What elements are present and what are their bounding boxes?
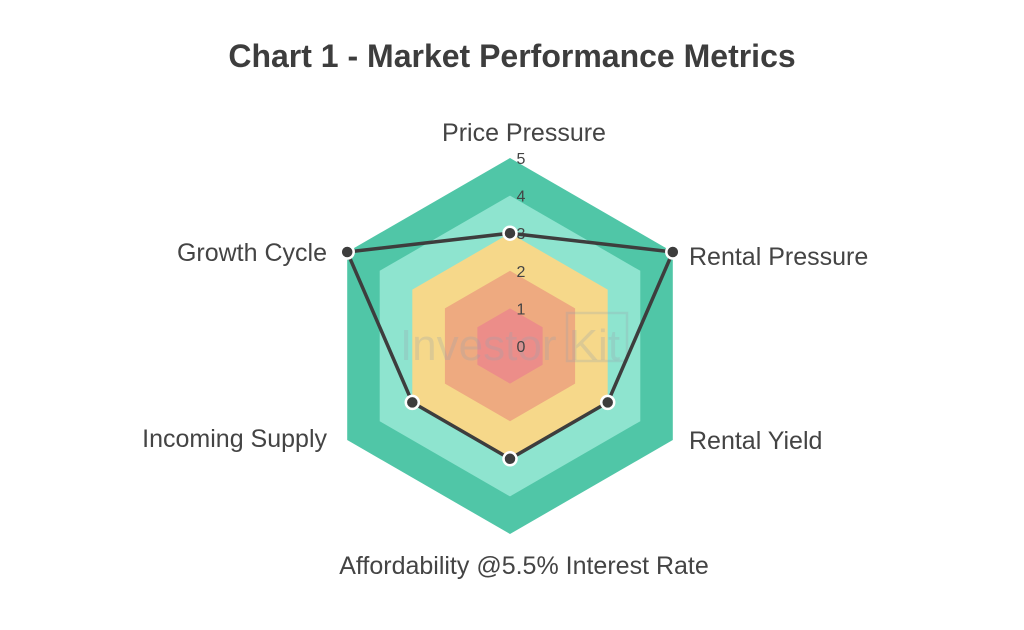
- axis-label: Rental Pressure: [689, 243, 868, 271]
- axis-label: Rental Yield: [689, 427, 822, 455]
- tick-label: 1: [517, 301, 526, 318]
- tick-label: 4: [517, 189, 526, 206]
- watermark-text: Investor Kit: [400, 321, 620, 370]
- data-series: [339, 225, 681, 467]
- axis-label: Incoming Supply: [142, 425, 327, 453]
- data-point-2: [599, 394, 616, 411]
- axis-label: Price Pressure: [442, 119, 606, 147]
- axis-label: Affordability @5.5% Interest Rate: [339, 552, 709, 580]
- data-point-1: [665, 244, 681, 260]
- watermark-logo: Investor Kit: [400, 311, 629, 370]
- chart-title: Chart 1 - Market Performance Metrics: [228, 38, 796, 74]
- tick-label: 2: [517, 264, 526, 281]
- radar-band-1: [477, 308, 543, 384]
- axis-label: Growth Cycle: [177, 239, 327, 267]
- watermark-box: [565, 311, 629, 363]
- axis-labels: Price Pressure Rental Pressure Rental Yiel…: [142, 119, 868, 580]
- data-point-5: [339, 244, 355, 260]
- data-point-3: [502, 451, 518, 467]
- data-point-4: [404, 394, 421, 411]
- tick-label: 0: [517, 339, 526, 356]
- data-point-0: [502, 225, 518, 241]
- tick-label: 5: [517, 151, 526, 168]
